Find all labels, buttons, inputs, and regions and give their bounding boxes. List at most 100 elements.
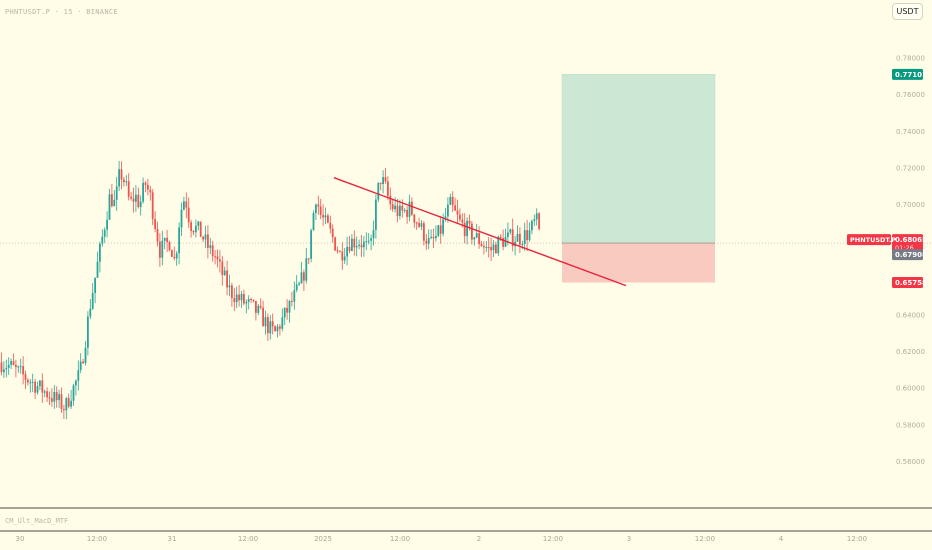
- candle-body: [343, 256, 346, 261]
- candle-body: [307, 258, 310, 260]
- price-tick-label: 0.62000: [896, 348, 925, 356]
- candle-body: [159, 241, 161, 258]
- candle-body: [192, 230, 195, 233]
- time-tick-label: 12:00: [847, 535, 867, 543]
- candle-body: [178, 227, 180, 254]
- time-tick-label: 2: [477, 535, 481, 543]
- indicator-title[interactable]: CM_Ult_MacD_MTF: [5, 517, 69, 525]
- candle-body: [79, 361, 82, 371]
- candle-body: [216, 256, 219, 260]
- candle-body: [538, 213, 540, 229]
- candle-body: [475, 233, 478, 238]
- candle-body: [435, 235, 437, 239]
- candle-body: [463, 222, 466, 237]
- candle-body: [367, 240, 370, 242]
- price-axis[interactable]: 0.78000 0.76000 0.74000 0.72000 0.70000 0.640…: [896, 54, 925, 466]
- candle-body: [183, 201, 185, 210]
- candle-body: [382, 177, 384, 185]
- trendline-drawing[interactable]: [333, 177, 627, 287]
- candle-body: [295, 284, 298, 291]
- candle-body: [478, 233, 480, 245]
- currency-button[interactable]: USDT: [892, 3, 923, 20]
- candle-body: [324, 215, 327, 218]
- time-tick-label: 4: [779, 535, 784, 543]
- candle-body: [269, 321, 272, 334]
- candle-body: [341, 251, 344, 261]
- candle-body: [490, 247, 492, 251]
- candle-body: [156, 229, 159, 242]
- candle-body: [319, 206, 322, 215]
- time-tick-label: 31: [168, 535, 177, 543]
- candle-body: [226, 270, 228, 288]
- candle-body: [154, 219, 156, 230]
- candle-body: [473, 237, 476, 240]
- candle-body: [447, 204, 449, 217]
- candle-body: [531, 220, 533, 231]
- time-tick-label: 3: [627, 535, 631, 543]
- candle-body: [322, 214, 324, 218]
- candle-body: [127, 181, 130, 197]
- candle-body: [394, 205, 396, 210]
- candle-body: [384, 177, 387, 182]
- candle-body: [166, 237, 168, 243]
- candle-body: [327, 215, 329, 223]
- trendline[interactable]: [333, 177, 627, 287]
- candles: [0, 160, 540, 420]
- long-position-tool[interactable]: [561, 74, 716, 283]
- candle-body: [521, 243, 524, 245]
- candle-body: [497, 236, 500, 254]
- candle-body: [223, 270, 226, 276]
- candle-body: [144, 182, 147, 185]
- candle-body: [300, 272, 303, 284]
- candle-body: [48, 397, 51, 399]
- candle-body: [466, 220, 468, 237]
- candle-body: [401, 205, 404, 211]
- candle-body: [519, 233, 521, 245]
- candle-body: [310, 230, 312, 259]
- candle-body: [91, 293, 94, 309]
- stop-zone[interactable]: [562, 243, 715, 283]
- stop-price-badge-label: 0.65758: [895, 279, 927, 287]
- candle-body: [204, 234, 207, 240]
- candle-body: [108, 194, 111, 220]
- candle-body: [495, 244, 497, 254]
- candle-body: [507, 232, 509, 238]
- candle-body: [406, 209, 408, 217]
- candle-body: [99, 243, 101, 262]
- candle-body: [504, 237, 507, 247]
- candle-body: [60, 394, 63, 410]
- candle-body: [55, 391, 58, 401]
- candle-body: [94, 277, 96, 294]
- candle-body: [363, 241, 365, 248]
- candle-body: [365, 241, 368, 243]
- candle-body: [329, 222, 332, 229]
- time-axis[interactable]: 30 12:00 31 12:00 2025 12:00 2 12:00 3 12:00 4 12:0…: [16, 535, 868, 543]
- candle-body: [137, 194, 140, 208]
- price-tick-label: 0.64000: [896, 311, 925, 319]
- candle-body: [262, 307, 264, 327]
- candle-body: [360, 244, 363, 248]
- candle-body: [77, 370, 80, 381]
- candle-body: [58, 394, 60, 401]
- candle-body: [5, 367, 8, 370]
- candle-body: [84, 347, 87, 364]
- candle-body: [528, 230, 531, 241]
- time-tick-label: 12:00: [695, 535, 715, 543]
- candle-body: [418, 222, 420, 227]
- target-zone[interactable]: [561, 74, 716, 244]
- candle-body: [15, 364, 17, 368]
- candle-body: [267, 317, 269, 334]
- time-tick-label: 12:00: [238, 535, 258, 543]
- current-price-badge-bg: [892, 234, 923, 253]
- price-tick-label: 0.74000: [896, 128, 925, 136]
- candle-body: [130, 196, 132, 199]
- symbol-title[interactable]: PHNTUSDT.P · 15 · BINANCE: [5, 8, 118, 16]
- candle-body: [171, 250, 173, 257]
- candle-body: [111, 194, 113, 207]
- candle-body: [135, 194, 137, 202]
- candle-body: [396, 205, 399, 217]
- candle-body: [535, 213, 538, 220]
- current-price-label: 0.68065: [895, 236, 927, 244]
